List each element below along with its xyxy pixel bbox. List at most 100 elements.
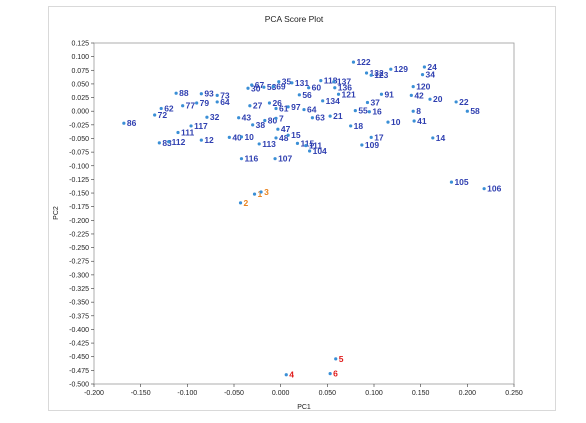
data-point	[360, 143, 364, 147]
data-point-label: 15	[291, 130, 301, 140]
data-point-label: 118	[324, 76, 338, 86]
data-point-label: 93	[204, 89, 214, 99]
data-point	[482, 187, 486, 191]
data-point-label: 86	[127, 118, 137, 128]
data-point-label: 111	[181, 127, 195, 137]
x-tick-label: 0.050	[319, 390, 337, 397]
data-point-label: 60	[312, 83, 322, 93]
data-point-label: 134	[326, 96, 340, 106]
data-point	[257, 142, 261, 146]
data-point	[167, 140, 171, 144]
data-point	[189, 124, 193, 128]
data-point	[308, 149, 312, 153]
data-point	[181, 104, 185, 108]
data-point	[333, 86, 337, 90]
data-point	[367, 110, 371, 114]
data-point	[310, 116, 314, 120]
data-point	[239, 157, 244, 161]
plot-area	[93, 42, 515, 385]
data-point	[284, 373, 288, 377]
data-point-label: 48	[279, 133, 289, 143]
data-point	[227, 135, 231, 139]
data-point-label: 21	[333, 111, 343, 121]
data-point-label: 120	[416, 82, 430, 92]
y-tick-label: -0.325	[69, 286, 89, 293]
data-point	[248, 104, 252, 108]
data-point	[369, 135, 373, 139]
data-point	[328, 114, 332, 118]
data-point	[238, 201, 243, 205]
data-point-label: 10	[244, 132, 254, 142]
y-tick-label: -0.400	[69, 327, 89, 334]
data-point	[215, 100, 219, 104]
data-point	[259, 190, 263, 194]
data-point-label: 107	[278, 154, 292, 164]
y-tick-label: -0.350	[69, 300, 89, 307]
y-tick-label: -0.450	[69, 354, 89, 361]
y-tick-label: 0.075	[71, 68, 89, 75]
data-point	[369, 73, 373, 77]
data-point-label: 58	[470, 106, 480, 116]
data-point-label: 104	[313, 146, 327, 156]
data-point	[122, 121, 126, 125]
data-point	[332, 80, 336, 84]
data-point-label: 38	[256, 120, 266, 130]
data-point	[286, 133, 290, 137]
chart-title: PCA Score Plot	[265, 14, 324, 24]
data-point	[251, 123, 255, 127]
data-point	[295, 141, 300, 145]
data-point	[334, 357, 338, 361]
data-point-label: 26	[272, 98, 282, 108]
data-point-label: 2	[244, 198, 249, 208]
data-point-label: 129	[394, 64, 408, 74]
data-point-label: 109	[365, 140, 379, 150]
data-point-label: 27	[253, 101, 263, 111]
data-point	[271, 85, 275, 89]
data-point	[302, 107, 306, 112]
data-point	[411, 109, 415, 113]
x-tick-label: 0.150	[412, 390, 430, 397]
data-point-label: 8	[416, 106, 421, 116]
data-point-label: 5	[339, 354, 344, 364]
data-point	[174, 91, 178, 95]
x-tick-label: 0.000	[272, 390, 290, 397]
data-point	[412, 119, 416, 123]
data-point	[267, 101, 272, 105]
data-point-label: 22	[459, 97, 469, 107]
data-point	[409, 93, 413, 97]
data-point-label: 32	[210, 112, 220, 122]
data-point-label: 137	[337, 77, 351, 87]
data-point-label: 83	[162, 138, 172, 148]
data-point	[205, 115, 209, 119]
data-point-label: 77	[186, 101, 196, 111]
data-point-label: 63	[315, 113, 325, 123]
data-point	[199, 92, 203, 96]
data-point-label: 43	[242, 113, 252, 123]
data-point	[297, 93, 301, 97]
data-point-label: 62	[164, 103, 174, 113]
data-point-label: 3	[264, 187, 269, 197]
data-point	[336, 92, 341, 96]
data-point-label: 121	[342, 89, 356, 99]
data-point-label: 18	[354, 121, 364, 131]
data-point	[431, 136, 435, 140]
data-point	[364, 71, 369, 75]
data-point	[422, 65, 426, 69]
data-point-label: 113	[262, 139, 276, 149]
data-point	[246, 86, 250, 90]
data-point	[351, 60, 356, 64]
data-point-label: 136	[338, 83, 352, 93]
data-point	[276, 127, 280, 131]
data-point-label: 73	[220, 90, 230, 100]
data-point-label: 47	[281, 124, 291, 134]
data-point-label: 122	[356, 57, 370, 67]
y-tick-label: 0.000	[71, 109, 89, 116]
data-point	[319, 79, 323, 83]
x-axis-title: PC1	[297, 404, 311, 411]
y-tick-label: -0.375	[69, 313, 89, 320]
x-tick-label: 0.100	[365, 390, 383, 397]
data-point-label: 16	[372, 107, 382, 117]
data-point-label: 69	[276, 82, 286, 92]
